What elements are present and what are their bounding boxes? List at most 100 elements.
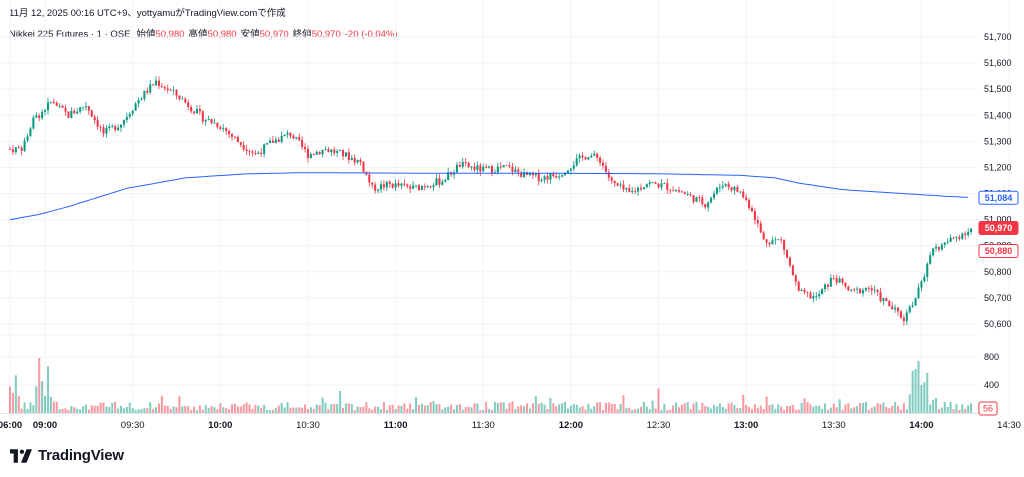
candle [730, 186, 733, 193]
volume-bar [911, 370, 914, 413]
volume-bar [669, 409, 672, 413]
volume-bar [152, 409, 155, 413]
volume-bar [745, 405, 748, 413]
candle [949, 234, 952, 243]
candle [774, 236, 777, 245]
candle [698, 195, 701, 203]
candle [748, 197, 751, 211]
volume-bar [677, 407, 680, 413]
candle [119, 124, 123, 133]
volume-bar [786, 406, 789, 413]
candle [458, 161, 461, 168]
volume-bar [187, 406, 190, 413]
candle [911, 301, 914, 308]
volume-bar [505, 408, 508, 413]
volume-bar [748, 407, 751, 413]
volume-bar [622, 395, 625, 413]
time-tick-label: 10:00 [208, 420, 232, 431]
volume-bar [46, 366, 50, 413]
candle [438, 174, 441, 188]
volume-bar [704, 405, 707, 413]
volume-bar [476, 403, 479, 413]
volume-bar [93, 405, 96, 413]
candle [96, 115, 99, 131]
volume-bar [885, 406, 888, 413]
volume-bar [105, 406, 108, 413]
candle [914, 297, 917, 306]
candle [806, 291, 809, 298]
volume-bar [429, 402, 432, 413]
candle [93, 114, 96, 125]
candle [683, 191, 686, 195]
volume-bar [657, 388, 660, 413]
volume-bar [412, 409, 415, 413]
volume-bar [832, 403, 835, 413]
volume-bar [184, 405, 187, 413]
candle [426, 184, 429, 189]
candle [549, 172, 552, 184]
volume-bar [339, 391, 342, 413]
volume-bar [721, 406, 724, 413]
candle [864, 287, 867, 293]
time-axis[interactable]: 06:00 09:00 09:30 10:00 10:30 11:00 11:30 12:00… [0, 420, 1024, 431]
volume-bar [756, 407, 759, 413]
volume-bar [645, 406, 648, 413]
candle [371, 182, 374, 189]
price-chart[interactable]: 51,70051,60051,50051,40051,30051,20051,1… [0, 0, 1024, 440]
volume-bar [634, 409, 637, 413]
candle [712, 190, 716, 201]
volume-bar [473, 403, 476, 413]
candle [64, 104, 67, 116]
volume-bar [873, 406, 876, 413]
candle [105, 124, 108, 138]
volume-bar [672, 405, 675, 413]
candle [359, 157, 362, 166]
candle [73, 108, 76, 114]
volume-bar [371, 409, 374, 413]
volume-bar [49, 396, 52, 413]
volume-bar [67, 410, 70, 413]
candle [400, 182, 403, 190]
candle [558, 172, 561, 181]
open-label: 始値 [136, 29, 156, 40]
candle [885, 297, 888, 302]
volume-bar [914, 368, 917, 413]
candle [952, 236, 955, 240]
volume-bar [762, 408, 765, 413]
volume-bar [891, 405, 894, 413]
candle [803, 288, 806, 295]
candle [17, 145, 20, 149]
volume-bar [172, 406, 175, 413]
candle [187, 99, 190, 111]
volume-bar [61, 408, 64, 413]
candle [169, 88, 172, 91]
volume-bar [680, 404, 683, 413]
volume-bar [450, 404, 453, 413]
volume-bar [654, 408, 657, 413]
volume-bar [119, 405, 123, 413]
volume-bar [333, 403, 336, 413]
candle [946, 238, 949, 245]
volume-bar [90, 405, 93, 413]
volume-bar [155, 407, 158, 413]
candle [531, 171, 534, 179]
volume-bar [102, 402, 105, 413]
candle [908, 304, 911, 314]
candle [230, 133, 234, 141]
candle [137, 97, 140, 108]
volume-bar [41, 381, 44, 413]
price-axis[interactable]: 51,70051,60051,50051,40051,30051,20051,1… [984, 32, 1012, 329]
candle [619, 181, 622, 189]
volume-bar [379, 409, 383, 413]
candle [517, 166, 520, 177]
volume-bar [52, 401, 55, 413]
volume-bar [458, 404, 461, 413]
volume-bar [958, 410, 961, 413]
candle [228, 129, 231, 139]
volume-bar [961, 404, 964, 413]
candle [771, 236, 774, 245]
volume-axis[interactable]: 800 400 [984, 352, 999, 390]
volume-bar [526, 403, 529, 413]
volume-bar [336, 404, 339, 413]
candle [198, 105, 201, 115]
